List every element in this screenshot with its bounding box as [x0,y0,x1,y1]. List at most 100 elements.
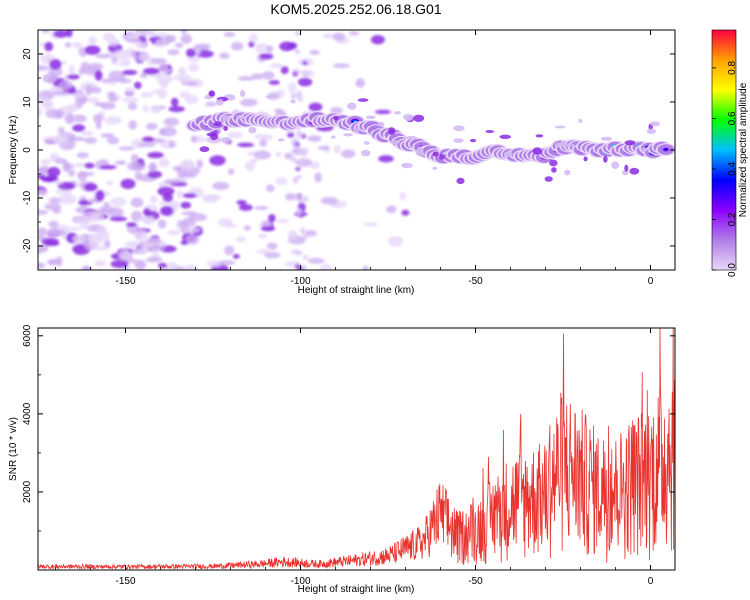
noise-blob [56,256,63,267]
noise-blob [141,136,155,143]
noise-blob [355,78,366,88]
spectrogram-y-tick-label: 20 [22,48,33,60]
noise-blob [140,72,148,79]
snr-y-tick-label: 6000 [22,324,33,347]
noise-blob [103,202,110,207]
noise-blob [163,117,180,127]
noise-blob [122,69,138,76]
noise-blob [251,73,264,80]
noise-blob [119,249,131,260]
noise-blob [364,222,378,227]
colorbar-tick-label: 0.2 [727,212,738,226]
noise-blob [80,130,94,136]
noise-blob [170,97,179,107]
noise-blob [224,245,235,256]
noise-blob [269,63,284,69]
ridge-cell [390,140,401,145]
noise-blob [181,172,197,179]
snr-x-tick-label: -150 [115,576,135,587]
noise-blob [290,92,297,100]
ridge-cell [210,132,219,141]
ridge-cell [549,159,558,167]
noise-blob [38,235,47,240]
noise-blob [47,260,58,266]
snr-y-label: SNR (10 * v/v) [8,417,19,481]
noise-blob [145,256,163,263]
noise-blob [123,58,131,66]
noise-blob [143,208,151,217]
noise-blob [399,191,407,201]
noise-blob [137,30,155,36]
noise-blob [66,103,78,113]
ridge-cell [236,114,246,120]
noise-blob [302,234,309,240]
noise-blob [109,216,128,222]
ridge-cell [544,176,553,182]
noise-blob [106,180,113,186]
noise-blob [72,234,86,244]
spectrogram-y-tick-label: 10 [22,96,33,108]
noise-blob [218,260,236,266]
noise-blob [108,70,126,82]
spectrogram-y-tick-label: -20 [22,238,33,253]
noise-blob [122,96,140,103]
spectrogram-x-tick-label: 0 [648,276,654,287]
noise-blob [206,260,223,268]
ridge-cell [432,166,438,170]
noise-blob [181,81,199,86]
noise-blob [275,151,282,158]
noise-blob [178,220,188,228]
ridge-cell [221,136,231,144]
noise-blob [341,149,356,159]
noise-blob [114,160,127,165]
noise-blob [38,262,46,269]
ridge-cell [532,147,542,155]
noise-blob [310,161,320,170]
noise-blob [84,183,98,192]
noise-blob [158,157,170,168]
noise-blob [320,196,339,205]
noise-blob [295,30,301,36]
noise-blob [128,102,137,111]
noise-blob [125,222,137,227]
noise-blob [142,105,150,112]
noise-blob [120,178,136,189]
noise-blob [138,245,148,255]
ridge-cell [199,146,210,153]
noise-blob [94,70,103,81]
ridge-cell [603,156,608,163]
noise-blob [362,265,369,270]
noise-blob [294,48,301,55]
noise-blob [157,186,175,196]
ridge-cell [470,138,477,143]
noise-blob [107,136,120,145]
ridge-cell [438,154,445,160]
noise-blob [130,197,144,208]
noise-blob [145,122,158,130]
ridge-cell [248,126,257,134]
noise-blob [378,155,394,163]
noise-blob [76,152,89,159]
ridge-cell [583,156,588,162]
ridge-cell [221,115,229,122]
noise-blob [158,200,168,206]
noise-blob [292,176,299,184]
ridge-cell [363,141,370,145]
snr-x-tick-label: -100 [290,576,310,587]
noise-blob [47,166,61,178]
noise-blob [82,211,100,221]
noise-blob [296,207,302,216]
noise-blob [236,200,247,205]
noise-blob [309,49,320,56]
noise-blob [46,228,61,238]
noise-blob [135,259,147,270]
noise-blob [260,226,276,232]
noise-blob [302,70,309,78]
ridge-cell [499,134,512,139]
noise-blob [130,154,139,162]
noise-blob [128,120,138,130]
noise-blob [102,32,116,42]
noise-blob [302,255,309,260]
noise-blob [97,226,108,235]
noise-blob [300,227,306,235]
